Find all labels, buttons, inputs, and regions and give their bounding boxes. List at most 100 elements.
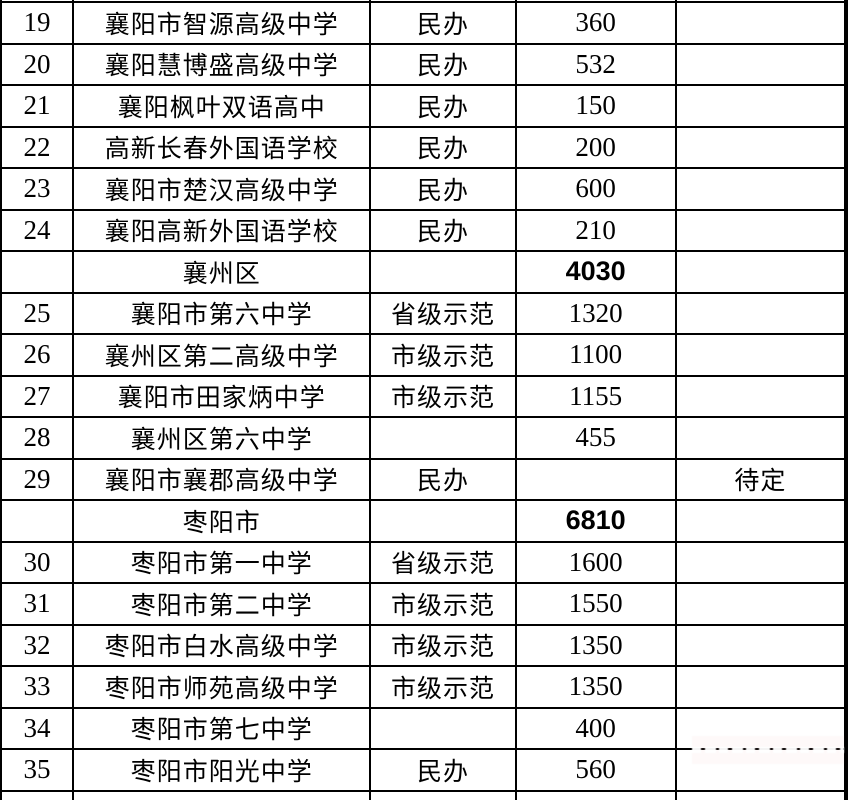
cell-remark [674,416,849,460]
cell-school-type [369,416,517,460]
cell-remark [674,374,849,418]
table-row: 33 枣阳市师苑高级中学 市级示范 1350 [0,665,849,709]
cell-school-name: 襄阳市襄郡高级中学 [72,457,372,501]
cell-school-type: 市级示范 [369,665,517,709]
cell-school-type: 民办 [369,42,517,86]
cell-school-name: 襄阳枫叶双语高中 [72,84,372,128]
cell-row-number: 21 [0,84,75,128]
cell-remark [674,250,849,294]
table-row: 28 襄州区第六中学 455 [0,416,849,460]
cell-remark [674,42,849,86]
table-row: 22 高新长春外国语学校 民办 200 [0,125,849,169]
cell-plan-count: 1100 [514,333,677,377]
cell-plan-count: 4030 [514,250,677,294]
cell-plan-count: 200 [514,125,677,169]
cell-plan-count: 1350 [514,665,677,709]
table-row: 25 襄阳市第六中学 省级示范 1320 [0,291,849,335]
cell-row-number: 22 [0,125,75,169]
cell-school-name: 襄阳市第六中学 [72,291,372,335]
cell-school-type: 民办 [369,125,517,169]
cell-school-name: 襄阳市楚汉高级中学 [72,167,372,211]
cell-row-number: 19 [0,1,75,45]
cell-row-number: 33 [0,665,75,709]
cell-empty [72,789,372,800]
table-row: 26 襄州区第二高级中学 市级示范 1100 [0,333,849,377]
cell-plan-count: 1350 [514,623,677,667]
cell-remark [674,748,849,792]
cell-row-number: 24 [0,208,75,252]
cell-plan-count: 1550 [514,582,677,626]
cell-row-number: 35 [0,748,75,792]
cell-plan-count: 150 [514,84,677,128]
cell-school-name: 枣阳市 [72,499,372,543]
cell-school-name: 枣阳市白水高级中学 [72,623,372,667]
cell-school-type [369,250,517,294]
cell-school-type: 省级示范 [369,540,517,584]
cell-school-name: 襄州区 [72,250,372,294]
cell-plan-count: 1600 [514,540,677,584]
cell-school-type: 民办 [369,748,517,792]
cell-school-type: 民办 [369,457,517,501]
cell-remark [674,540,849,584]
cell-plan-count: 1320 [514,291,677,335]
cell-school-type: 市级示范 [369,582,517,626]
cell-school-name: 枣阳市第七中学 [72,706,372,750]
table-row: 34 枣阳市第七中学 400 [0,706,849,750]
table-row: 20 襄阳慧博盛高级中学 民办 532 [0,42,849,86]
cell-empty [0,789,75,800]
table-row: 27 襄阳市田家炳中学 市级示范 1155 [0,374,849,418]
table-row: 19 襄阳市智源高级中学 民办 360 [0,1,849,45]
table-row-partial-bottom [0,789,849,800]
table-row-district-summary: 枣阳市 6810 [0,499,849,543]
cell-remark [674,291,849,335]
cell-plan-count: 360 [514,1,677,45]
cell-school-type [369,706,517,750]
cell-remark [674,125,849,169]
cell-plan-count: 600 [514,167,677,211]
cell-remark [674,1,849,45]
cell-row-number: 26 [0,333,75,377]
cell-row-number: 32 [0,623,75,667]
cell-school-name: 枣阳市师苑高级中学 [72,665,372,709]
table-row-district-summary: 襄州区 4030 [0,250,849,294]
cell-plan-count: 210 [514,208,677,252]
cell-plan-count: 455 [514,416,677,460]
cell-remark [674,167,849,211]
cell-school-name: 襄阳市田家炳中学 [72,374,372,418]
cell-school-name: 高新长春外国语学校 [72,125,372,169]
table-row: 35 枣阳市阳光中学 民办 560 [0,748,849,792]
cell-remark [674,582,849,626]
table-row: 23 襄阳市楚汉高级中学 民办 600 [0,167,849,211]
cell-school-name: 襄阳市智源高级中学 [72,1,372,45]
cell-school-type: 民办 [369,1,517,45]
table-row: 32 枣阳市白水高级中学 市级示范 1350 [0,623,849,667]
table-row: 29 襄阳市襄郡高级中学 民办 待定 [0,457,849,501]
cell-row-number: 30 [0,540,75,584]
cell-plan-count: 1155 [514,374,677,418]
cell-row-number [0,250,75,294]
cell-school-name: 枣阳市阳光中学 [72,748,372,792]
cell-school-type [369,499,517,543]
cell-plan-count: 6810 [514,499,677,543]
cell-school-name: 襄阳高新外国语学校 [72,208,372,252]
table-row: 31 枣阳市第二中学 市级示范 1550 [0,582,849,626]
table-row: 21 襄阳枫叶双语高中 民办 150 [0,84,849,128]
cell-plan-count [514,457,677,501]
cell-row-number: 27 [0,374,75,418]
cell-school-name: 枣阳市第一中学 [72,540,372,584]
cell-empty [674,789,849,800]
cell-row-number: 29 [0,457,75,501]
cell-remark [674,84,849,128]
cell-row-number: 34 [0,706,75,750]
cell-remark [674,499,849,543]
cell-remark [674,623,849,667]
cell-row-number: 28 [0,416,75,460]
cell-row-number [0,499,75,543]
cell-remark [674,665,849,709]
cell-remark [674,706,849,750]
cell-empty [369,789,517,800]
cell-school-name: 枣阳市第二中学 [72,582,372,626]
cell-school-name: 襄州区第二高级中学 [72,333,372,377]
